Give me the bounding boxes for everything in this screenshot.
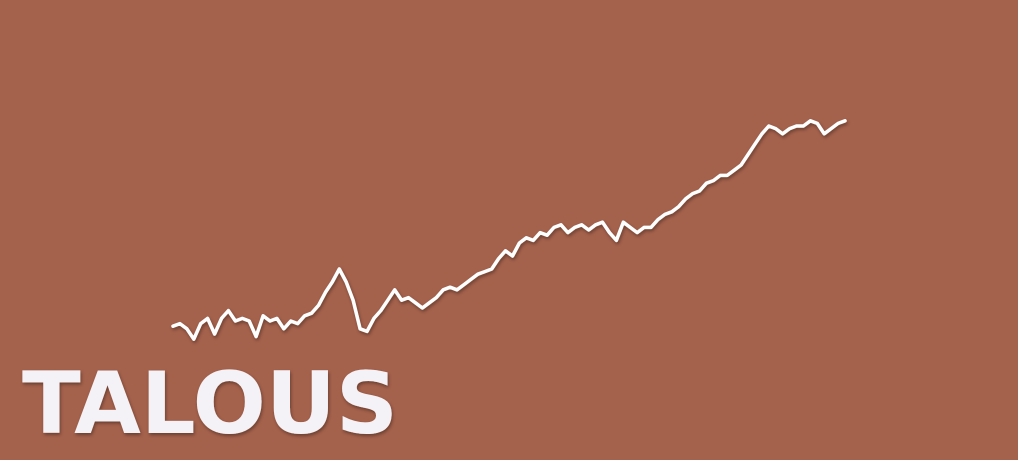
chart-title: TALOUS bbox=[22, 354, 398, 454]
line bbox=[171, 119, 847, 341]
